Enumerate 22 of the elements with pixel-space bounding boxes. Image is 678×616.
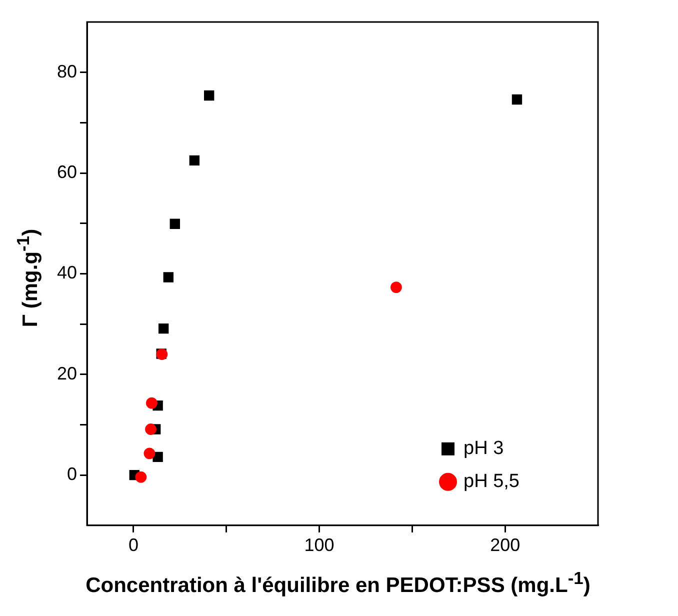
y-tick-label: 0	[67, 464, 78, 484]
y-tick-label: 40	[56, 262, 78, 283]
point	[170, 218, 180, 229]
point	[135, 471, 147, 483]
x-tick-label: 100	[304, 535, 334, 556]
y-tick-label: 20	[56, 363, 78, 384]
x-tick-label: 200	[490, 535, 520, 556]
point	[189, 155, 200, 166]
x-tick-label: 0	[128, 535, 138, 556]
point	[204, 90, 214, 101]
point	[145, 424, 156, 435]
legend-label: pH 3	[464, 438, 504, 460]
point	[158, 323, 169, 334]
x-axis-title: Concentration à l'équilibre en PEDOT:PSS (mg.L$^{-1}$)	[84, 568, 592, 598]
point	[512, 94, 522, 105]
point	[144, 448, 156, 460]
y-tick-label: 60	[56, 162, 78, 182]
legend-label: pH 5,5	[464, 471, 520, 492]
y-tick-label: 80	[56, 61, 78, 82]
point	[390, 282, 402, 293]
point	[163, 272, 174, 282]
point	[146, 397, 158, 409]
